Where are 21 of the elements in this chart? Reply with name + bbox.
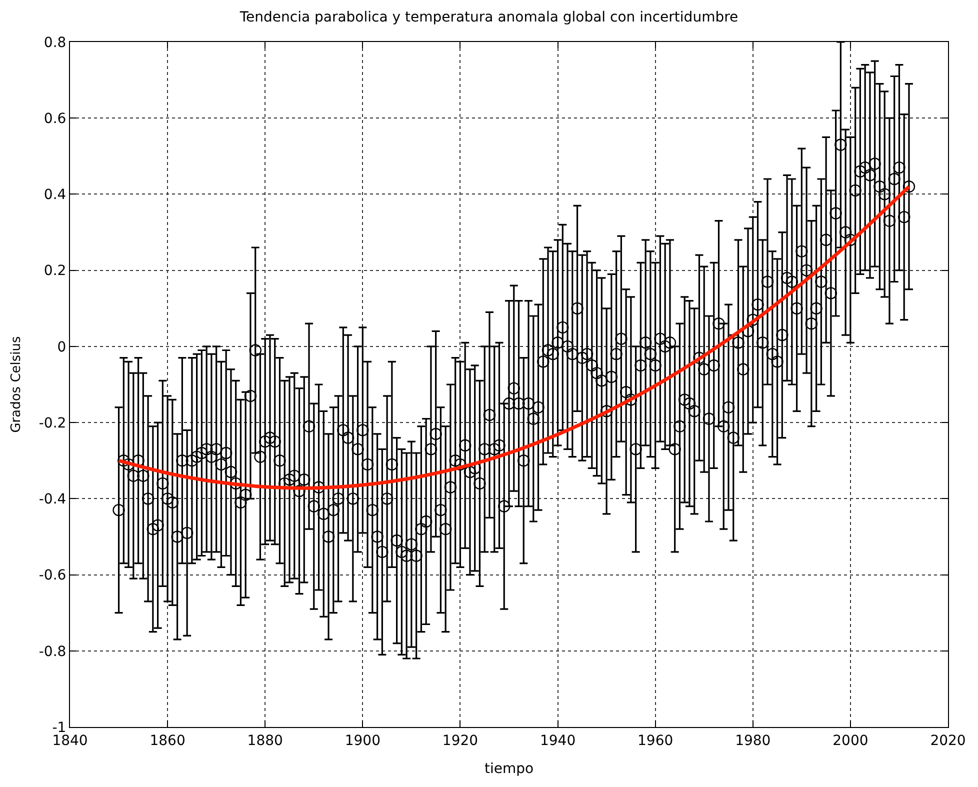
y-tick-label: 0.4 xyxy=(44,187,66,204)
y-tick-label: -0.8 xyxy=(38,644,66,660)
y-tick-label: 0.8 xyxy=(44,34,66,51)
x-tick-label: 1860 xyxy=(150,732,186,749)
x-tick-label: 1880 xyxy=(247,732,283,749)
x-tick-label: 2000 xyxy=(832,732,868,749)
y-tick-label: 0 xyxy=(57,339,66,356)
x-axis-title: tiempo xyxy=(484,761,534,778)
x-tick-label: 1900 xyxy=(344,732,380,749)
x-tick-label: 1980 xyxy=(735,732,771,749)
y-tick-label: -0.2 xyxy=(38,415,66,432)
y-tick-label: -0.4 xyxy=(38,492,66,508)
chart-title: Tendencia parabolica y temperatura anomala global con incertidumbre xyxy=(238,10,738,26)
y-tick-label: 0.2 xyxy=(44,263,66,280)
y-tick-label: -0.6 xyxy=(38,568,66,584)
y-axis-title: Grados Celsius xyxy=(8,336,24,433)
x-tick-label: 1940 xyxy=(540,732,576,749)
x-tick-label: 1920 xyxy=(442,732,478,749)
x-tick-label: 2020 xyxy=(930,732,966,749)
x-tick-label: 1960 xyxy=(638,732,674,749)
y-tick-label: 0.6 xyxy=(44,111,66,128)
